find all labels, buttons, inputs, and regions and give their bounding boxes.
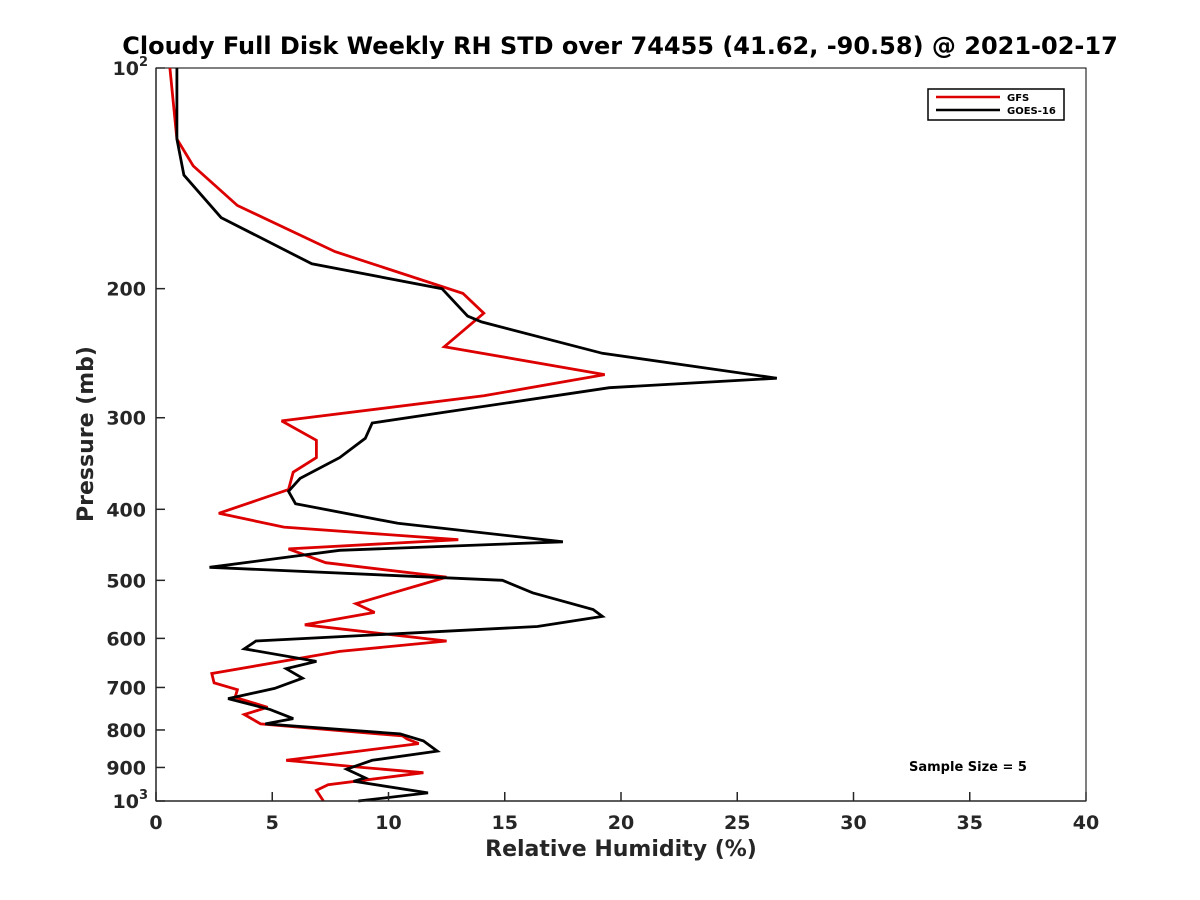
x-axis: 0 5 10 15 20 25 30 35 40 <box>149 792 1099 834</box>
y-tick-label-exponent: 2 <box>139 55 148 70</box>
plot-frame <box>155 67 1087 802</box>
x-tick-label: 5 <box>266 812 279 834</box>
y-tick-label: 600 <box>106 628 146 650</box>
y-tick-label-exponent: 3 <box>139 788 148 803</box>
y-tick-label: 300 <box>106 408 146 430</box>
y-tick-label: 400 <box>106 499 146 521</box>
legend-label-goes-16: GOES-16 <box>1007 106 1056 117</box>
y-axis-label: Pressure (mb) <box>74 346 99 522</box>
legend-label-gfs: GFS <box>1007 93 1029 104</box>
y-tick-label: 200 <box>106 279 146 301</box>
y-tick-label: 102 <box>113 55 149 80</box>
x-tick-label: 20 <box>608 812 634 834</box>
series-line-goes-16 <box>175 68 777 803</box>
x-tick-label: 0 <box>149 812 162 834</box>
x-tick-label: 15 <box>492 812 518 834</box>
legend-box <box>927 88 1065 121</box>
x-tick-label: 25 <box>724 812 750 834</box>
y-tick-label: 700 <box>106 677 146 699</box>
y-tick-label: 103 <box>113 788 149 813</box>
chart-title: Cloudy Full Disk Weekly RH STD over 7445… <box>122 32 1118 60</box>
x-tick-label: 40 <box>1073 812 1099 834</box>
y-tick-label-base: 10 <box>113 58 139 80</box>
series-line-gfs <box>168 67 605 802</box>
series-layer <box>168 67 777 803</box>
x-axis-label: Relative Humidity (%) <box>485 837 757 862</box>
y-tick-label: 800 <box>106 720 146 742</box>
y-tick-label: 900 <box>106 757 146 779</box>
y-tick-label-base: 10 <box>113 791 139 813</box>
y-tick-label: 500 <box>106 570 146 592</box>
x-tick-label: 35 <box>957 812 983 834</box>
x-tick-label: 30 <box>840 812 866 834</box>
legend: GFS GOES-16 <box>927 88 1065 121</box>
x-tick-label: 10 <box>375 812 401 834</box>
sample-size-annotation: Sample Size = 5 <box>909 760 1027 775</box>
